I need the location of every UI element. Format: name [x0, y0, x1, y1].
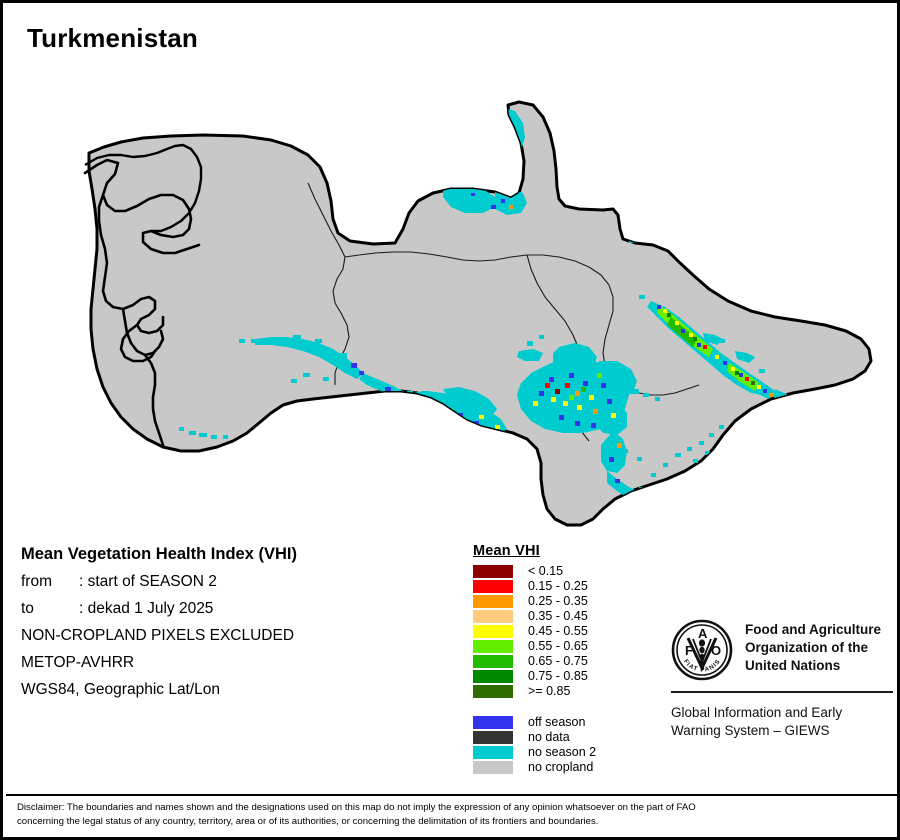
info-to-value: : dekad 1 July 2025: [79, 600, 214, 617]
info-sensor: METOP-AVHRR: [21, 654, 135, 671]
legend-swatch: [473, 715, 513, 729]
info-row-to: to : dekad 1 July 2025: [21, 600, 441, 618]
legend-item[interactable]: 0.45 - 0.55: [473, 624, 596, 638]
info-heading: Mean Vegetation Health Index (VHI): [21, 545, 297, 563]
giews-subtitle: Global Information and Early Warning Sys…: [671, 704, 895, 740]
legend-swatch: [473, 730, 513, 744]
fao-logo-row: F A O FIAT PANIS Food and Agriculture Or…: [671, 619, 895, 681]
legend-label: 0.35 - 0.45: [528, 608, 588, 623]
legend-label: 0.45 - 0.55: [528, 623, 588, 638]
legend-label: 0.15 - 0.25: [528, 578, 588, 593]
fao-organization-name: Food and Agriculture Organization of the…: [745, 619, 881, 674]
fao-divider: [671, 691, 893, 693]
legend-swatch: [473, 579, 513, 593]
disclaimer-line-1: Disclaimer: The boundaries and names sho…: [17, 802, 696, 813]
cropland-dashoguz: [391, 103, 527, 215]
legend-item[interactable]: >= 0.85: [473, 684, 596, 698]
page-title: Turkmenistan: [27, 23, 198, 53]
legend-item-no-cropland[interactable]: no cropland: [473, 760, 596, 774]
legend-swatch: [473, 564, 513, 578]
legend-swatch: [473, 745, 513, 759]
legend-item[interactable]: 0.65 - 0.75: [473, 654, 596, 668]
province-boundary-west: [84, 143, 203, 233]
legend-label: no data: [528, 729, 570, 744]
caspian-coast-detail: [83, 158, 201, 447]
legend-swatch: [473, 760, 513, 774]
legend-item[interactable]: 0.15 - 0.25: [473, 579, 596, 593]
legend-item-off-season[interactable]: off season: [473, 715, 596, 729]
legend-item-no-data[interactable]: no data: [473, 730, 596, 744]
map-figure[interactable]: [3, 43, 897, 533]
info-from-key: from: [21, 573, 52, 590]
legend-label: off season: [528, 714, 586, 729]
map-info-block: Mean Vegetation Health Index (VHI) from …: [21, 545, 441, 708]
legend-label: 0.65 - 0.75: [528, 653, 588, 668]
legend-item-no-season-2[interactable]: no season 2: [473, 745, 596, 759]
legend-item[interactable]: 0.75 - 0.85: [473, 669, 596, 683]
info-projection: WGS84, Geographic Lat/Lon: [21, 681, 221, 698]
legend-swatch: [473, 669, 513, 683]
legend-title: Mean VHI: [473, 543, 540, 559]
info-from-value: : start of SEASON 2: [79, 573, 217, 590]
legend-spacer: [473, 699, 596, 715]
disclaimer: Disclaimer: The boundaries and names sho…: [17, 801, 887, 830]
fao-name-line-3: United Nations: [745, 657, 841, 673]
legend-swatch: [473, 594, 513, 608]
giews-line-1: Global Information and Early: [671, 705, 843, 720]
giews-line-2: Warning System – GIEWS: [671, 723, 830, 739]
fao-emblem-icon: F A O FIAT PANIS: [671, 619, 733, 681]
legend-label: no cropland: [528, 759, 594, 774]
legend-item[interactable]: 0.55 - 0.65: [473, 639, 596, 653]
fao-name-line-1: Food and Agriculture: [745, 622, 881, 637]
info-noncropland-note: NON-CROPLAND PIXELS EXCLUDED: [21, 627, 295, 644]
legend-swatch: [473, 624, 513, 638]
svg-text:A: A: [698, 626, 708, 641]
svg-text:O: O: [711, 643, 721, 658]
legend-label: < 0.15: [528, 563, 564, 578]
legend-item[interactable]: < 0.15: [473, 564, 596, 578]
fao-logo-block: F A O FIAT PANIS Food and Agriculture Or…: [671, 619, 895, 740]
cropland-mary-oasis: [517, 335, 660, 473]
svg-text:F: F: [685, 643, 693, 658]
cropland-spot-ne: [635, 235, 641, 240]
fao-name-line-2: Organization of the: [745, 639, 868, 655]
legend-swatch: [473, 684, 513, 698]
country-landmass: [87, 100, 873, 527]
legend-label: 0.25 - 0.35: [528, 593, 588, 608]
legend-swatch: [473, 639, 513, 653]
legend-item[interactable]: 0.25 - 0.35: [473, 594, 596, 608]
info-row-from: from : start of SEASON 2: [21, 573, 441, 591]
info-to-key: to: [21, 600, 34, 617]
legend-label: >= 0.85: [528, 683, 571, 698]
disclaimer-divider: [6, 794, 897, 796]
legend-item[interactable]: 0.35 - 0.45: [473, 609, 596, 623]
legend-label: no season 2: [528, 744, 597, 759]
legend-label: 0.55 - 0.65: [528, 638, 588, 653]
legend-swatch: [473, 654, 513, 668]
map-legend: Mean VHI < 0.15 0.15 - 0.25 0.25 - 0.35 …: [473, 543, 596, 775]
legend-label: 0.75 - 0.85: [528, 668, 588, 683]
legend-swatch: [473, 609, 513, 623]
disclaimer-line-2: concerning the legal status of any count…: [17, 816, 599, 828]
